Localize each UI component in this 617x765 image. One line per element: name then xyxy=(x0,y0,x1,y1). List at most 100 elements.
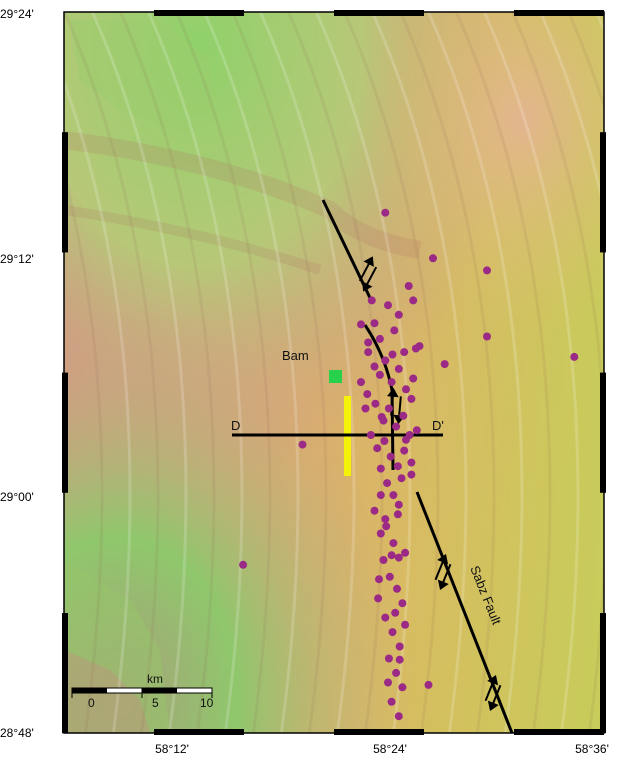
relief-contour xyxy=(258,12,356,733)
epicenter-marker xyxy=(383,479,392,488)
lat-label-29-00: 29°00' xyxy=(0,490,34,504)
relief-contour xyxy=(202,12,300,733)
bam-marker xyxy=(329,370,342,383)
epicenter-marker xyxy=(570,352,579,361)
lat-label-29-12: 29°12' xyxy=(0,252,34,266)
epicenter-marker xyxy=(385,572,394,581)
epicenter-marker xyxy=(384,404,393,413)
relief-contour xyxy=(566,12,604,111)
relief-contour xyxy=(230,12,328,733)
epicenter-marker xyxy=(407,394,416,403)
epicenter-marker xyxy=(393,462,402,471)
frame-tick xyxy=(334,10,424,16)
epicenter-marker xyxy=(298,440,307,449)
epicenter-marker xyxy=(392,422,401,431)
epicenter-marker xyxy=(394,364,403,373)
epicenter-marker xyxy=(364,348,373,357)
epicenter-marker xyxy=(375,334,384,343)
epicenter-marker xyxy=(393,584,401,593)
relief-contour xyxy=(398,12,496,733)
epicenter-markers xyxy=(239,208,579,721)
epicenter-marker xyxy=(382,522,391,531)
epicenter-marker xyxy=(394,712,403,721)
lon-label-58-12: 58°12' xyxy=(155,742,189,756)
epicenter-marker xyxy=(398,683,407,692)
scale-bar-unit: km xyxy=(147,672,163,686)
epicenter-marker xyxy=(376,529,385,538)
profile-label-end: D' xyxy=(432,418,444,433)
frame-tick xyxy=(600,132,606,253)
epicenter-marker xyxy=(374,594,383,603)
epicenter-marker xyxy=(367,296,376,305)
epicenter-marker xyxy=(366,431,375,439)
epicenter-marker xyxy=(357,320,365,329)
epicenter-marker xyxy=(388,350,397,359)
epicenter-marker xyxy=(404,282,413,290)
relief-contour xyxy=(342,12,440,733)
epicenter-marker xyxy=(386,452,395,461)
scale-bar-tick-10: 10 xyxy=(200,696,214,710)
epicenter-marker xyxy=(483,332,491,341)
epicenter-marker xyxy=(401,548,410,557)
city-label-bam: Bam xyxy=(282,348,309,363)
epicenter-marker xyxy=(375,370,384,379)
epicenter-marker xyxy=(379,416,388,425)
frame-tick xyxy=(514,729,604,735)
relief-contour xyxy=(64,77,132,733)
epicenter-marker xyxy=(395,655,404,664)
epicenter-marker xyxy=(364,338,373,347)
epicenter-marker xyxy=(395,642,404,651)
relief-contour xyxy=(482,12,580,733)
epicenter-marker xyxy=(376,491,385,500)
epicenter-marker xyxy=(394,310,403,319)
epicenter-marker xyxy=(409,296,418,305)
scale-bar-tick-5: 5 xyxy=(152,696,159,710)
epicenter-marker xyxy=(407,458,416,467)
epicenter-marker xyxy=(483,266,491,275)
scale-bar-tick-0: 0 xyxy=(88,696,95,710)
epicenter-marker xyxy=(387,551,396,560)
epicenter-marker xyxy=(391,608,400,617)
epicenter-marker xyxy=(424,680,433,689)
terrain-hachures xyxy=(64,12,604,733)
epicenter-marker xyxy=(401,620,410,629)
epicenter-marker xyxy=(375,575,383,584)
epicenter-marker xyxy=(412,426,421,435)
epicenter-marker xyxy=(407,470,416,479)
epicenter-marker xyxy=(440,360,449,369)
relief-contour xyxy=(64,12,160,733)
lon-label-58-24: 58°24' xyxy=(373,742,407,756)
epicenter-marker xyxy=(370,362,379,371)
epicenter-marker xyxy=(409,374,418,383)
epicenter-marker xyxy=(387,378,396,387)
epicenter-marker xyxy=(381,515,390,524)
epicenter-marker xyxy=(389,539,398,548)
relief-contour xyxy=(174,12,272,733)
epicenter-marker xyxy=(415,342,424,351)
frame-tick xyxy=(334,729,424,735)
relief-contour xyxy=(90,12,188,733)
frame-tick xyxy=(62,132,68,253)
epicenter-marker xyxy=(361,404,370,413)
epicenter-marker xyxy=(402,435,410,444)
epicenter-marker xyxy=(239,560,248,569)
relief-contour xyxy=(118,12,216,733)
relief-contour xyxy=(454,12,552,733)
epicenter-marker xyxy=(429,254,437,263)
lat-label-28-48: 28°48' xyxy=(0,726,34,740)
epicenter-marker xyxy=(371,399,380,408)
epicenter-marker xyxy=(357,378,365,387)
frame-tick xyxy=(600,372,606,493)
epicenter-marker xyxy=(397,474,406,483)
frame-tick xyxy=(62,372,68,493)
terrain-relief xyxy=(64,12,604,733)
epicenter-marker xyxy=(370,506,379,515)
relief-contour xyxy=(538,12,604,215)
epicenter-marker xyxy=(384,301,392,310)
epicenter-marker xyxy=(373,444,382,453)
epicenter-marker xyxy=(370,319,379,328)
epicenter-marker xyxy=(392,668,401,677)
relief-contour xyxy=(370,12,468,733)
epicenter-marker xyxy=(400,446,409,455)
frame-tick xyxy=(600,613,606,734)
